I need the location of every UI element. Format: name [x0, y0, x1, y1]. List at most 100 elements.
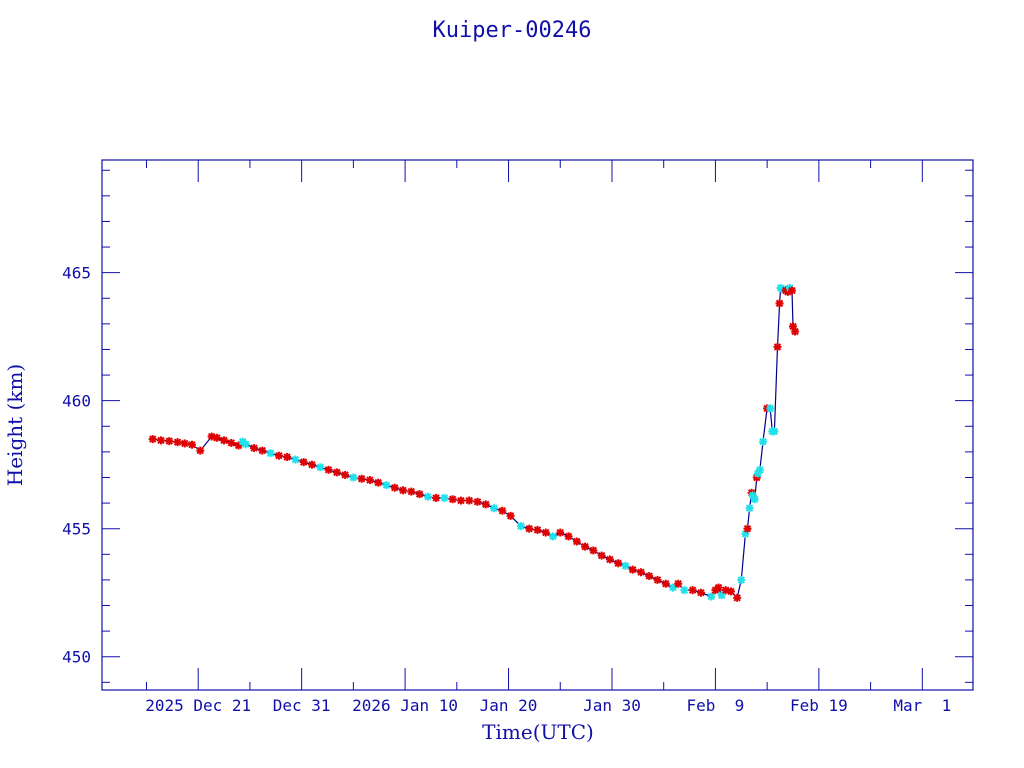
cyan-data-point — [750, 495, 759, 504]
cyan-data-point — [680, 586, 689, 595]
red-data-point — [541, 528, 550, 537]
red-data-point — [307, 460, 316, 469]
red-data-point — [696, 588, 705, 597]
red-data-point — [448, 495, 457, 504]
red-data-point — [589, 546, 598, 555]
cyan-data-point — [549, 532, 558, 541]
red-data-point — [212, 433, 221, 442]
red-data-point — [688, 586, 697, 595]
cyan-data-point — [440, 493, 449, 502]
red-data-point — [415, 490, 424, 499]
red-data-point — [787, 286, 796, 295]
cyan-data-point — [770, 427, 779, 436]
red-data-point — [324, 465, 333, 474]
red-data-point — [714, 583, 723, 592]
y-tick-labels: 450 455 460 465 — [62, 264, 91, 667]
red-data-point — [374, 478, 383, 487]
red-data-point — [556, 528, 565, 537]
red-data-point — [432, 493, 441, 502]
cyan-data-point — [423, 492, 432, 501]
x-tick-label: Feb 19 — [790, 696, 848, 715]
cyan-data-point — [349, 473, 358, 482]
red-data-point — [399, 486, 408, 495]
red-data-point — [407, 487, 416, 496]
x-tick-label: 2026 Jan 10 — [352, 696, 458, 715]
red-data-point — [196, 446, 205, 455]
red-data-point — [148, 435, 157, 444]
red-data-point — [628, 565, 637, 574]
red-data-point — [227, 438, 236, 447]
red-data-point — [653, 575, 662, 584]
cyan-data-point — [266, 449, 275, 458]
cyan-data-point — [669, 583, 678, 592]
x-tick-label: Jan 20 — [480, 696, 538, 715]
cyan-data-point — [745, 504, 754, 513]
red-data-point — [733, 593, 742, 602]
red-data-point — [564, 532, 573, 541]
red-data-point — [180, 439, 189, 448]
cyan-data-point — [316, 463, 325, 472]
red-data-point — [605, 555, 614, 564]
x-axis-label: Time(UTC) — [482, 720, 594, 744]
red-data-point — [791, 327, 800, 336]
red-data-point — [473, 497, 482, 506]
cyan-data-point — [766, 404, 775, 413]
y-axis-label: Height (km) — [3, 364, 27, 486]
red-data-point — [299, 458, 308, 467]
red-data-point — [283, 453, 292, 462]
red-data-point — [250, 444, 259, 453]
x-tick-label: Dec 31 — [273, 696, 331, 715]
red-data-point — [533, 525, 542, 534]
cyan-data-point — [241, 440, 250, 449]
y-tick-label: 450 — [62, 648, 91, 667]
red-data-point — [465, 496, 474, 505]
red-data-point — [156, 436, 165, 445]
cyan-data-point — [490, 504, 499, 513]
cyan-data-point — [707, 592, 716, 601]
red-data-point — [597, 551, 606, 560]
height-trace-line — [152, 286, 796, 600]
red-data-point — [456, 496, 465, 505]
cyan-data-point — [621, 561, 630, 570]
data-markers — [148, 284, 800, 602]
cyan-data-point — [755, 465, 764, 474]
red-data-point — [187, 440, 196, 449]
red-data-point — [258, 446, 267, 455]
x-tick-labels: 2025 Dec 21 Dec 31 2026 Jan 10 Jan 20 Jan 30… — [145, 696, 951, 715]
red-data-point — [525, 524, 534, 533]
cyan-data-point — [717, 591, 726, 600]
y-tick-label: 465 — [62, 264, 91, 283]
y-tick-label: 455 — [62, 520, 91, 539]
cyan-data-point — [291, 455, 300, 464]
axis-ticks — [102, 160, 973, 690]
red-data-point — [614, 559, 623, 568]
red-data-point — [498, 506, 507, 515]
red-data-point — [674, 579, 683, 588]
red-data-point — [775, 299, 784, 308]
x-tick-label: Feb 9 — [687, 696, 745, 715]
red-data-point — [773, 342, 782, 351]
red-data-point — [220, 436, 229, 445]
red-data-point — [636, 568, 645, 577]
cyan-data-point — [382, 481, 391, 490]
x-tick-label: 2025 Dec 21 — [145, 696, 251, 715]
red-data-point — [234, 441, 243, 450]
x-tick-label: Jan 30 — [583, 696, 641, 715]
red-data-point — [365, 476, 374, 485]
red-data-point — [506, 511, 515, 520]
red-data-point — [274, 451, 283, 460]
red-data-point — [661, 579, 670, 588]
x-tick-label: Mar 1 — [893, 696, 951, 715]
red-data-point — [572, 537, 581, 546]
red-data-point — [341, 470, 350, 479]
cyan-data-point — [759, 437, 768, 446]
red-data-point — [481, 500, 490, 509]
cyan-data-point — [737, 575, 746, 584]
y-tick-label: 460 — [62, 392, 91, 411]
plot-frame — [101, 159, 974, 691]
red-data-point — [332, 468, 341, 477]
chart-title: Kuiper-00246 — [433, 18, 592, 43]
red-data-point — [726, 587, 735, 596]
red-data-point — [645, 572, 654, 581]
